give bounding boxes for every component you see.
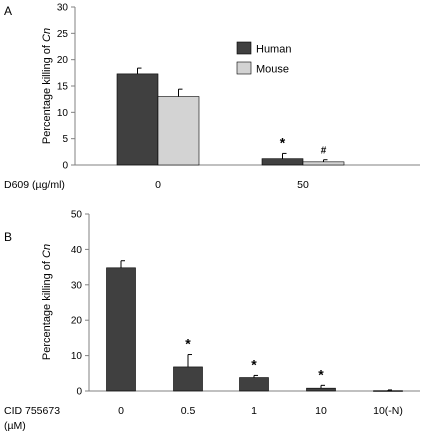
panel-a: A Percentage killing of Cn 0 5 10 15 20 25 30 * #0… <box>4 3 420 191</box>
bar <box>261 158 304 166</box>
legend-label: Mouse <box>256 64 289 76</box>
significance-marker: # <box>321 146 327 157</box>
y-tick-label: 25 <box>57 29 69 40</box>
bar <box>306 387 336 392</box>
x-axis-label: CID 755673 <box>4 405 60 417</box>
y-tick-label: 0 <box>76 387 82 398</box>
x-tick-label: 0 <box>118 405 124 417</box>
significance-marker: * <box>185 336 191 352</box>
y-tick-label: 5 <box>62 134 68 145</box>
legend-swatch <box>236 41 252 55</box>
bar <box>106 267 136 392</box>
y-tick-label: 50 <box>71 210 83 221</box>
y-tick-label: 10 <box>57 108 69 119</box>
y-tick-label: 30 <box>57 3 69 14</box>
significance-marker: * <box>318 366 324 382</box>
y-tick-label: 10 <box>71 351 83 362</box>
x-tick-label: 1 <box>251 405 257 417</box>
x-axis-label: D609 (µg/ml) <box>4 179 65 191</box>
bar <box>173 366 203 392</box>
legend-swatch <box>236 61 252 75</box>
legend-label: Human <box>256 44 291 56</box>
y-tick-label: 30 <box>71 280 83 291</box>
bar <box>116 73 159 166</box>
y-tick-label: 40 <box>71 245 83 256</box>
bar <box>239 377 269 392</box>
y-axis-label: Percentage killing of Cn <box>41 244 53 360</box>
bar <box>157 96 200 166</box>
x-tick-label: 10 <box>315 405 327 417</box>
y-tick-label: 20 <box>57 55 69 66</box>
x-axis-label: (µM) <box>4 420 26 432</box>
x-tick-label: 50 <box>297 179 309 191</box>
y-axis-label: Percentage killing of Cn <box>41 28 53 144</box>
x-tick-label: 10(-N) <box>373 405 403 417</box>
significance-marker: * <box>280 134 286 150</box>
y-tick-label: 15 <box>57 82 69 93</box>
significance-marker: * <box>251 356 257 372</box>
panel-label: A <box>4 4 12 18</box>
bar <box>373 390 403 392</box>
bar <box>302 161 345 166</box>
x-tick-label: 0 <box>155 179 161 191</box>
y-tick-label: 0 <box>62 161 68 172</box>
panel-label: B <box>4 230 12 244</box>
x-tick-label: 0.5 <box>181 405 196 417</box>
y-tick-label: 20 <box>71 316 83 327</box>
